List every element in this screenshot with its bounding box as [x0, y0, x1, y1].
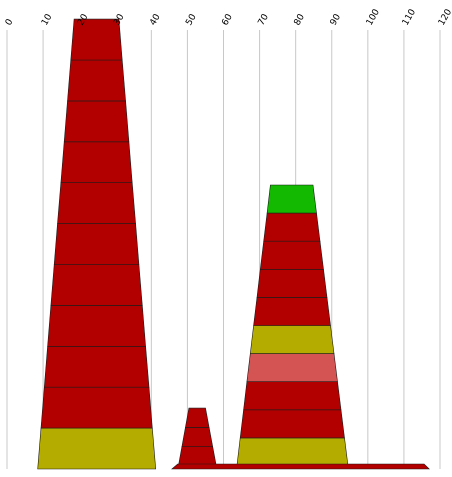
stack-segment: [57, 182, 136, 224]
stack: [236, 184, 349, 467]
stack-segment: [263, 212, 321, 242]
stack-segment: [266, 184, 317, 214]
x-tick-label: 40: [148, 12, 163, 27]
stack-segment: [40, 386, 153, 429]
stack-segment: [70, 18, 123, 61]
stack-layer: [37, 18, 430, 470]
stack-segment: [43, 345, 150, 388]
stack-segment: [178, 446, 217, 467]
stack: [178, 407, 217, 467]
stack-segment: [256, 268, 328, 298]
x-tick-label: 120: [437, 7, 452, 27]
x-tick-label: 80: [293, 12, 308, 27]
stack-segment: [171, 463, 430, 470]
x-tick-label: 0: [4, 17, 16, 27]
x-tick-label: 70: [257, 12, 272, 27]
stack-segment: [63, 100, 130, 143]
stack-segment: [253, 297, 331, 326]
stack-segment: [67, 59, 126, 102]
x-tick-label: 90: [329, 12, 344, 27]
x-tick-label: 110: [401, 7, 418, 27]
stack-segment: [47, 305, 146, 347]
stack-segment: [239, 409, 345, 439]
stack: [171, 463, 430, 470]
x-tick-label: 100: [365, 7, 382, 27]
stack-segment: [246, 353, 338, 383]
x-tick-label: 50: [184, 12, 199, 27]
tick-layer: 0 10 20 30 40 50 60 70 80 90 100 110 120: [4, 7, 452, 27]
x-tick-label: 10: [40, 12, 55, 27]
stack: [37, 18, 157, 470]
stack-segment: [37, 427, 157, 470]
stack-segment: [181, 427, 214, 448]
stack-segment: [259, 240, 324, 270]
stack-segment: [236, 437, 349, 467]
stack-segment: [50, 264, 143, 306]
stack-segment: [60, 141, 133, 183]
x-tick-label: 60: [220, 12, 235, 27]
stack-segment: [249, 325, 335, 354]
stack-segment: [243, 381, 342, 411]
stack-segment: [53, 223, 140, 265]
stack-segment: [185, 407, 210, 428]
